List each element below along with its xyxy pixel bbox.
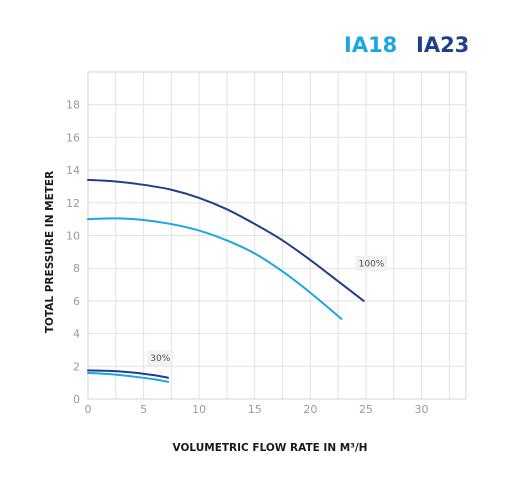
series-lines (87, 178, 365, 383)
y-tick-label: 14 (66, 164, 80, 177)
x-tick-label: 5 (140, 403, 147, 416)
series-line-ia18-100pct (87, 217, 343, 320)
annotation-label: 30% (150, 354, 170, 364)
x-tick-label: 15 (248, 403, 262, 416)
x-axis-title: VOLUMETRIC FLOW RATE IN M³/H (173, 442, 368, 454)
annotation-box (147, 350, 174, 366)
legend: IA18 IA23 (344, 33, 469, 57)
x-tick-label: 0 (85, 403, 92, 416)
annotation-label: 100% (359, 259, 385, 269)
y-tick-label: 8 (73, 262, 80, 275)
legend-item-ia23: IA23 (416, 33, 469, 57)
y-axis-title: TOTAL PRESSURE IN METER (44, 171, 56, 333)
y-tick-label: 4 (73, 328, 80, 341)
y-tick-label: 10 (66, 230, 80, 243)
y-tick-label: 0 (73, 393, 80, 406)
plot-frame (87, 71, 467, 400)
y-tick-label: 6 (73, 295, 80, 308)
y-tick-label: 16 (66, 131, 80, 144)
annotations: 100% 30% (147, 255, 388, 366)
x-tick-label: 25 (359, 403, 373, 416)
x-tick-label: 30 (415, 403, 429, 416)
x-tick-label: 20 (303, 403, 317, 416)
x-tick-label: 10 (192, 403, 206, 416)
plot-border (87, 71, 467, 400)
y-tick-label: 18 (66, 99, 80, 112)
annotation-box (355, 255, 388, 271)
legend-item-ia18: IA18 (344, 33, 397, 57)
series-line-ia23-30pct (87, 369, 170, 379)
y-tick-label: 2 (73, 360, 80, 373)
series-line-ia18-30pct (87, 371, 170, 383)
y-tick-label: 12 (66, 197, 80, 210)
grid (88, 72, 466, 399)
series-line-ia23-100pct (87, 178, 365, 302)
x-axis-ticks: 0 5 10 15 20 25 30 (85, 403, 429, 416)
y-axis-ticks: 0 2 4 6 8 10 12 14 16 18 (66, 99, 80, 406)
